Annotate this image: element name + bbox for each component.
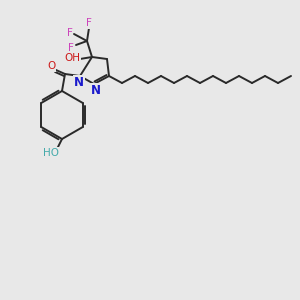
Text: N: N [91,83,101,97]
Text: OH: OH [64,53,80,63]
Text: O: O [47,61,55,71]
Text: HO: HO [43,148,59,158]
Text: F: F [86,18,92,28]
Text: F: F [68,43,74,53]
Text: N: N [74,76,84,88]
Text: F: F [67,28,73,38]
